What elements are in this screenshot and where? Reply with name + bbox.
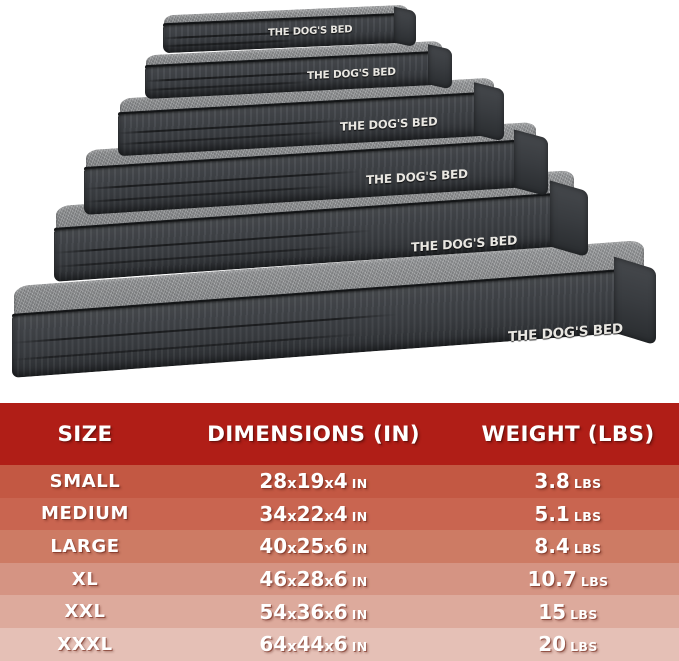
- cell-dimensions: 28x19x4 IN: [170, 469, 457, 493]
- dim-width: 22: [296, 501, 325, 526]
- dim-length: 64: [259, 632, 288, 657]
- bed-medium-side-wall: [428, 44, 452, 90]
- cell-size: LARGE: [50, 535, 120, 557]
- cell-weight: 20 LBS: [457, 632, 679, 656]
- dim-width: 44: [296, 632, 325, 657]
- column-header-size: SIZE: [57, 421, 113, 447]
- dim-sep-2: x: [324, 639, 334, 656]
- table-header-row: SIZE DIMENSIONS (IN) WEIGHT (LBS): [0, 403, 679, 465]
- weight-value: 10.7: [527, 567, 577, 592]
- dim-sep-2: x: [324, 541, 334, 558]
- dim-height: 4: [333, 501, 348, 526]
- dim-sep-1: x: [287, 476, 297, 493]
- cell-size: XL: [71, 568, 99, 590]
- bed-xxxl-side-wall: [614, 256, 656, 346]
- dim-unit: IN: [351, 606, 368, 622]
- bed-large-side-wall: [474, 82, 504, 142]
- cell-weight: 15 LBS: [457, 600, 679, 624]
- dim-sep-1: x: [287, 574, 297, 591]
- cell-weight: 3.8 LBS: [457, 469, 679, 493]
- bed-xxl-side-wall: [550, 180, 588, 258]
- table-row: XXXL 64x44x6 IN 20 LBS: [0, 627, 679, 661]
- product-photo: THE DOG'S BED THE DOG'S BED THE DOG'S BE…: [0, 0, 679, 403]
- dim-length: 28: [259, 469, 288, 494]
- dim-unit: IN: [351, 639, 368, 655]
- weight-unit: LBS: [573, 508, 602, 524]
- dim-sep-1: x: [287, 508, 297, 525]
- table-row: SMALL 28x19x4 IN 3.8 LBS: [0, 465, 679, 498]
- dim-width: 28: [296, 567, 325, 592]
- dim-width: 36: [296, 599, 325, 624]
- size-chart-table: SIZE DIMENSIONS (IN) WEIGHT (LBS) SMALL …: [0, 403, 679, 661]
- cell-dimensions: 34x22x4 IN: [170, 502, 457, 526]
- dim-sep-1: x: [287, 541, 297, 558]
- dim-sep-1: x: [287, 639, 297, 656]
- dim-sep-2: x: [324, 508, 334, 525]
- weight-value: 5.1: [534, 501, 570, 526]
- dim-width: 19: [296, 469, 325, 494]
- dim-width: 25: [296, 534, 325, 559]
- bed-small: THE DOG'S BED: [158, 4, 416, 58]
- cell-dimensions: 40x25x6 IN: [170, 534, 457, 558]
- weight-unit: LBS: [573, 541, 602, 557]
- bed-small-side-wall: [394, 6, 416, 48]
- dim-sep-2: x: [324, 574, 334, 591]
- cell-size: XXXL: [57, 633, 113, 655]
- table-row: XL 46x28x6 IN 10.7 LBS: [0, 562, 679, 596]
- column-header-weight: WEIGHT (LBS): [481, 421, 655, 447]
- weight-value: 20: [538, 632, 567, 657]
- dim-sep-2: x: [324, 606, 334, 623]
- table-row: LARGE 40x25x6 IN 8.4 LBS: [0, 530, 679, 563]
- weight-unit: LBS: [570, 606, 598, 622]
- dim-length: 40: [259, 534, 288, 559]
- weight-unit: LBS: [580, 574, 609, 590]
- weight-value: 3.8: [534, 469, 570, 494]
- dim-height: 6: [333, 567, 348, 592]
- weight-value: 8.4: [534, 534, 570, 559]
- weight-value: 15: [538, 599, 567, 624]
- cell-weight: 10.7 LBS: [457, 567, 679, 591]
- weight-unit: LBS: [573, 476, 602, 492]
- cell-weight: 5.1 LBS: [457, 502, 679, 526]
- dim-length: 46: [259, 567, 288, 592]
- dim-height: 6: [333, 632, 348, 657]
- bed-xl-side-wall: [514, 129, 548, 197]
- dim-height: 6: [333, 599, 348, 624]
- table-row: MEDIUM 34x22x4 IN 5.1 LBS: [0, 497, 679, 531]
- dim-height: 6: [333, 534, 348, 559]
- dim-unit: IN: [351, 541, 368, 557]
- weight-unit: LBS: [570, 639, 598, 655]
- dim-sep-1: x: [287, 606, 297, 623]
- column-header-dimensions: DIMENSIONS (IN): [207, 421, 420, 447]
- dim-sep-2: x: [324, 476, 334, 493]
- dim-unit: IN: [351, 508, 368, 524]
- dim-length: 34: [259, 501, 288, 526]
- cell-weight: 8.4 LBS: [457, 534, 679, 558]
- dim-unit: IN: [351, 574, 368, 590]
- dim-length: 54: [259, 599, 288, 624]
- cell-size: MEDIUM: [41, 503, 129, 525]
- dim-height: 4: [333, 469, 348, 494]
- cell-size: XXL: [64, 601, 106, 623]
- dim-unit: IN: [351, 476, 368, 492]
- table-row: XXL 54x36x6 IN 15 LBS: [0, 595, 679, 628]
- cell-dimensions: 54x36x6 IN: [170, 600, 457, 624]
- cell-size: SMALL: [49, 470, 121, 492]
- cell-dimensions: 46x28x6 IN: [170, 567, 457, 591]
- cell-dimensions: 64x44x6 IN: [170, 632, 457, 656]
